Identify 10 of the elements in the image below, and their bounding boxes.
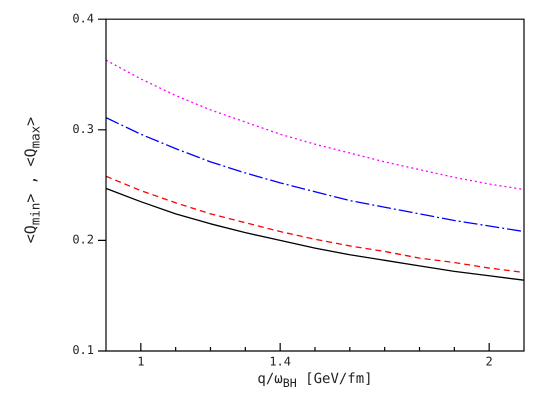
y-tick-label: 0.1 [72, 343, 94, 358]
y-tick-label: 0.3 [72, 122, 94, 136]
y-tick-label: 0.4 [72, 11, 94, 26]
x-tick-label: 2 [486, 354, 493, 368]
line-series [106, 59, 524, 190]
line-series [106, 116, 524, 232]
x-tick-label: 1 [137, 354, 144, 368]
x-tick-label: 1.4 [269, 354, 292, 368]
y-tick-label: 0.2 [72, 232, 94, 247]
x-axis-title: q/ω$_{BH}$ [GeV/fm] [256, 371, 374, 390]
